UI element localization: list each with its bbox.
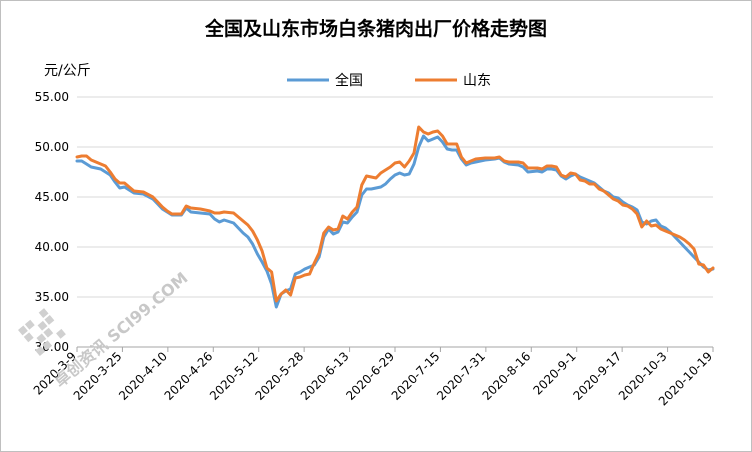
- watermark-block: [44, 315, 55, 325]
- watermark-block: [38, 308, 49, 319]
- y-tick-label: 35.00: [35, 290, 69, 304]
- watermark-block: [18, 325, 28, 336]
- watermark-block: [37, 320, 48, 331]
- grid-lines: [77, 96, 713, 348]
- watermark-block: [36, 333, 47, 344]
- series-line-shandong: [75, 125, 715, 303]
- x-tick-label: 2020-5-12: [207, 349, 261, 403]
- watermark-block: [56, 328, 66, 339]
- watermark-block: [24, 319, 35, 330]
- x-tick-label: 2020-6-13: [298, 349, 352, 403]
- y-tick-label: 50.00: [35, 140, 69, 154]
- watermark-logo-icon: [18, 308, 66, 357]
- watermark-block: [42, 340, 53, 351]
- watermark-block: [43, 327, 54, 338]
- x-tick-label: 2020-5-28: [252, 349, 306, 403]
- x-tick-label: 2020-6-29: [343, 349, 397, 403]
- x-tick-label: 2020-9-1: [530, 349, 578, 397]
- x-axis: 2020-3-92020-3-252020-4-102020-4-262020-…: [31, 346, 715, 408]
- x-tick-label: 2020-4-26: [162, 349, 216, 403]
- legend-label: 山东: [463, 73, 491, 89]
- watermark-block: [35, 346, 46, 357]
- y-tick-label: 55.00: [35, 90, 69, 104]
- legend: 全国 山东: [287, 72, 491, 89]
- y-tick-label: 40.00: [35, 240, 69, 254]
- y-axis-unit-label: 元/公斤: [44, 63, 91, 79]
- watermark-text: 卓创资讯 SCI99.COM: [50, 268, 191, 391]
- series-lines: [75, 125, 715, 309]
- watermark-block: [23, 332, 34, 343]
- y-tick-label: 45.00: [35, 190, 69, 204]
- x-tick-label: 2020-7-15: [389, 349, 443, 403]
- x-tick-label: 2020-4-10: [116, 349, 170, 403]
- x-tick-label: 2020-9-17: [570, 349, 624, 403]
- series-line-national: [75, 134, 715, 309]
- x-tick-label: 2020-8-16: [480, 349, 534, 403]
- legend-label: 全国: [335, 72, 363, 89]
- chart-title: 全国及山东市场白条猪肉出厂价格走势图: [204, 18, 547, 40]
- x-tick-label: 2020-7-31: [434, 349, 488, 403]
